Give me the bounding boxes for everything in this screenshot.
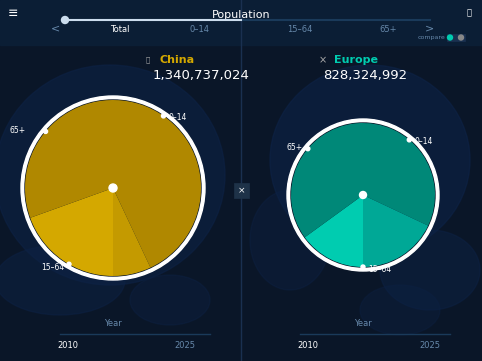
Text: ×: ×	[319, 55, 327, 65]
Ellipse shape	[360, 285, 440, 335]
Text: Year: Year	[354, 318, 372, 327]
Text: 1,340,737,024: 1,340,737,024	[153, 70, 250, 83]
Text: 65+: 65+	[379, 26, 397, 35]
Ellipse shape	[0, 245, 125, 315]
Ellipse shape	[0, 65, 225, 285]
Circle shape	[361, 265, 365, 269]
Text: 2010: 2010	[57, 340, 79, 349]
Circle shape	[21, 96, 205, 280]
Wedge shape	[305, 195, 363, 267]
Text: compare: compare	[418, 35, 446, 40]
Wedge shape	[363, 195, 428, 267]
Circle shape	[306, 147, 310, 151]
Text: 2025: 2025	[174, 340, 196, 349]
Bar	[447, 34, 465, 41]
Text: 0–14: 0–14	[415, 137, 433, 146]
Text: 828,324,992: 828,324,992	[323, 70, 407, 83]
Bar	[234, 183, 249, 198]
Circle shape	[67, 262, 71, 266]
Text: 0–14: 0–14	[190, 26, 210, 35]
Ellipse shape	[250, 190, 330, 290]
Wedge shape	[291, 123, 435, 237]
Circle shape	[287, 119, 439, 271]
Ellipse shape	[130, 275, 210, 325]
Circle shape	[407, 138, 411, 142]
Wedge shape	[25, 100, 201, 268]
Circle shape	[161, 114, 165, 118]
Text: Population: Population	[212, 10, 270, 20]
Wedge shape	[30, 188, 113, 276]
Circle shape	[360, 191, 366, 199]
Circle shape	[62, 17, 68, 23]
Text: ≡: ≡	[8, 6, 18, 19]
Text: 15–64: 15–64	[368, 265, 391, 274]
Text: Total: Total	[110, 26, 130, 35]
Text: China: China	[160, 55, 195, 65]
Text: <: <	[51, 23, 60, 33]
Circle shape	[25, 100, 201, 276]
Text: 2010: 2010	[297, 340, 319, 349]
Circle shape	[43, 130, 48, 134]
Text: 65+: 65+	[287, 143, 303, 152]
Text: 2025: 2025	[419, 340, 441, 349]
Text: 🔒: 🔒	[146, 57, 150, 63]
Text: 65+: 65+	[10, 126, 26, 135]
Text: Europe: Europe	[334, 55, 378, 65]
Text: 0–14: 0–14	[169, 113, 187, 122]
Circle shape	[291, 123, 435, 267]
Bar	[0, 0, 482, 45]
Circle shape	[458, 35, 464, 40]
Text: 15–64: 15–64	[287, 26, 313, 35]
Text: ×: ×	[238, 186, 245, 195]
Text: Year: Year	[104, 318, 122, 327]
Text: 🔍: 🔍	[467, 9, 471, 17]
Wedge shape	[113, 188, 150, 276]
Ellipse shape	[380, 230, 480, 310]
Circle shape	[447, 35, 453, 40]
Text: 15–64: 15–64	[41, 263, 64, 272]
Ellipse shape	[270, 65, 470, 255]
Text: >: >	[426, 23, 435, 33]
Circle shape	[109, 184, 117, 192]
